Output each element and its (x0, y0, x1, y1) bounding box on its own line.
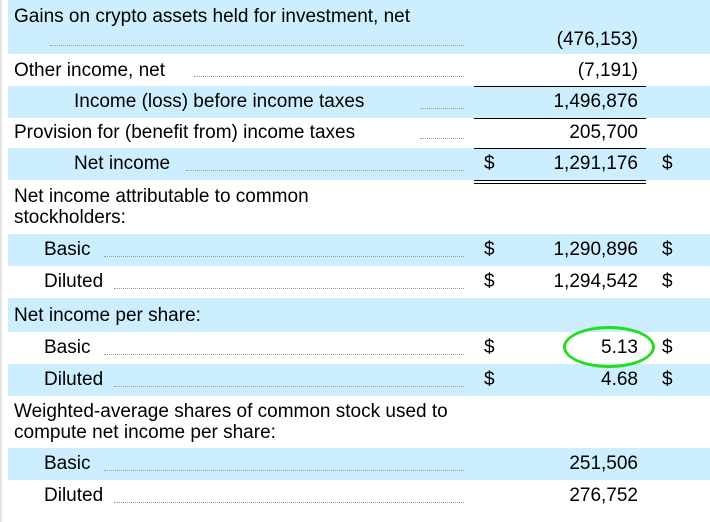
row-value: 4.68 (601, 369, 638, 390)
dollar-sign-trailing: $ (662, 271, 673, 292)
section-label: Weighted-average shares of common stock … (14, 401, 448, 443)
leader-dots (114, 502, 464, 503)
section-label: Net income per share: (14, 305, 201, 326)
row-label: Basic (44, 239, 91, 260)
dollar-sign: $ (484, 271, 495, 292)
leader-dots (114, 288, 464, 289)
row-label: Provision for (benefit from) income taxe… (14, 122, 356, 143)
row-label: Diluted (44, 271, 104, 292)
row-value: 251,506 (569, 453, 638, 474)
row-income-before-taxes: Income (loss) before income taxes 1,496,… (8, 86, 710, 118)
row-label: Income (loss) before income taxes (74, 91, 365, 112)
row-label: Gains on crypto assets held for investme… (14, 6, 411, 27)
row-attributable-diluted: Diluted $ 1,294,542 $ (8, 266, 710, 298)
row-provision-taxes: Provision for (benefit from) income taxe… (8, 118, 710, 148)
leader-dots (104, 256, 464, 257)
dollar-sign-trailing: $ (662, 153, 673, 174)
leader-dots (186, 170, 464, 171)
dollar-sign: $ (484, 369, 495, 390)
row-attributable-basic: Basic $ 1,290,896 $ (8, 234, 710, 266)
dollar-sign: $ (484, 337, 495, 358)
row-value: 1,291,176 (553, 153, 638, 174)
row-gains-crypto: Gains on crypto assets held for investme… (8, 0, 710, 54)
leader-dots (104, 470, 464, 471)
row-weighted-header: Weighted-average shares of common stock … (8, 396, 710, 448)
row-label: Diluted (44, 369, 104, 390)
row-weighted-basic: Basic 251,506 (8, 448, 710, 480)
row-value: 1,496,876 (553, 91, 638, 112)
total-double-rule (474, 183, 646, 184)
row-other-income: Other income, net (7,191) (8, 54, 710, 86)
leader-dots (50, 45, 464, 46)
row-per-share-header: Net income per share: (8, 298, 710, 332)
leader-dots (420, 138, 464, 139)
row-value: (476,153) (556, 29, 638, 50)
row-value: 205,700 (569, 122, 638, 143)
dollar-sign-trailing: $ (662, 369, 673, 390)
row-net-income: Net income $ 1,291,176 $ (8, 148, 710, 180)
row-label: Diluted (44, 485, 104, 506)
row-label: Basic (44, 453, 91, 474)
leader-dots (420, 108, 464, 109)
leader-dots (114, 386, 464, 387)
subtotal-rule (474, 86, 646, 87)
leader-dots (104, 354, 464, 355)
row-label: Other income, net (14, 60, 166, 81)
row-per-share-diluted: Diluted $ 4.68 $ (8, 364, 710, 396)
dollar-sign-trailing: $ (662, 239, 673, 260)
left-border (0, 0, 2, 522)
section-label: Net income attributable to common stockh… (14, 186, 309, 228)
row-attributable-header: Net income attributable to common stockh… (8, 180, 710, 234)
row-value: 276,752 (569, 485, 638, 506)
leader-dots (194, 76, 464, 77)
row-value: (7,191) (577, 60, 638, 81)
row-label: Basic (44, 337, 91, 358)
subtotal-rule (474, 148, 646, 149)
row-value: 1,290,896 (553, 239, 638, 260)
row-weighted-diluted: Diluted 276,752 (8, 480, 710, 512)
row-value: 1,294,542 (553, 271, 638, 292)
dollar-sign: $ (484, 239, 495, 260)
dollar-sign: $ (484, 153, 495, 174)
subtotal-rule (474, 118, 646, 119)
highlight-circle (563, 326, 655, 368)
row-label: Net income (74, 153, 171, 174)
total-rule (474, 180, 646, 181)
dollar-sign-trailing: $ (662, 337, 673, 358)
